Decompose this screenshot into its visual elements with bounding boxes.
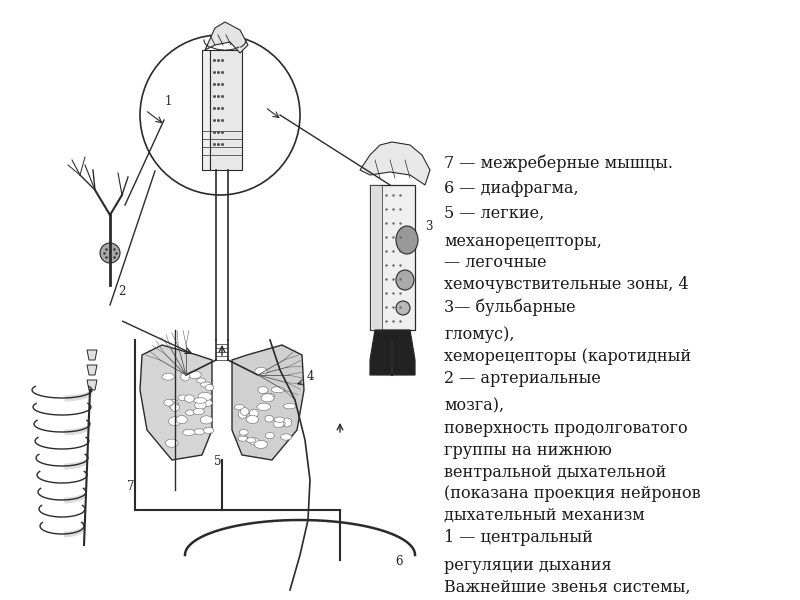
Text: хеморецепторы (каротидный: хеморецепторы (каротидный	[444, 348, 691, 365]
Text: 6 — диафрагма,: 6 — диафрагма,	[444, 180, 578, 197]
Text: мозга),: мозга),	[444, 398, 504, 415]
Ellipse shape	[200, 416, 213, 424]
Ellipse shape	[258, 386, 268, 394]
Text: 1 — центральный: 1 — центральный	[444, 529, 593, 546]
Text: 7: 7	[127, 480, 134, 493]
Ellipse shape	[257, 403, 270, 410]
Text: 5 — легкие,: 5 — легкие,	[444, 205, 544, 221]
Ellipse shape	[250, 438, 259, 445]
Text: дыхательный механизм: дыхательный механизм	[444, 508, 645, 524]
Text: 7 — межреберные мышцы.: 7 — межреберные мышцы.	[444, 155, 673, 172]
Ellipse shape	[238, 436, 248, 441]
Ellipse shape	[271, 387, 285, 392]
Ellipse shape	[206, 385, 214, 391]
Ellipse shape	[198, 392, 212, 401]
Ellipse shape	[239, 430, 248, 435]
Text: вентральной дыхательной: вентральной дыхательной	[444, 464, 666, 481]
Polygon shape	[140, 345, 212, 460]
Polygon shape	[87, 350, 97, 360]
Text: группы на нижнюю: группы на нижнюю	[444, 442, 612, 458]
Ellipse shape	[194, 398, 206, 403]
Polygon shape	[87, 380, 97, 390]
Ellipse shape	[263, 394, 274, 398]
Ellipse shape	[166, 439, 178, 447]
Ellipse shape	[234, 404, 244, 410]
Ellipse shape	[201, 382, 211, 387]
Ellipse shape	[197, 378, 206, 383]
Text: — легочные: — легочные	[444, 254, 546, 271]
Ellipse shape	[254, 440, 268, 448]
Polygon shape	[232, 345, 304, 460]
Ellipse shape	[181, 372, 190, 381]
Ellipse shape	[182, 430, 195, 436]
Ellipse shape	[246, 415, 258, 424]
Text: 2: 2	[118, 285, 126, 298]
Ellipse shape	[176, 416, 187, 424]
Ellipse shape	[199, 399, 212, 407]
Text: механорецепторы,: механорецепторы,	[444, 233, 602, 250]
Text: 1: 1	[165, 95, 172, 108]
Text: 5: 5	[214, 455, 222, 468]
Polygon shape	[360, 142, 430, 185]
Ellipse shape	[396, 301, 410, 315]
Polygon shape	[210, 50, 242, 170]
Ellipse shape	[282, 418, 292, 427]
Polygon shape	[202, 50, 210, 170]
Ellipse shape	[281, 434, 291, 440]
Ellipse shape	[194, 401, 206, 409]
Ellipse shape	[186, 410, 194, 415]
Ellipse shape	[254, 367, 268, 376]
Ellipse shape	[237, 435, 248, 440]
Ellipse shape	[240, 408, 249, 415]
Ellipse shape	[274, 420, 284, 428]
Ellipse shape	[396, 226, 418, 254]
Text: 6: 6	[395, 555, 402, 568]
Ellipse shape	[396, 270, 414, 290]
Text: поверхность продолговатого: поверхность продолговатого	[444, 420, 688, 437]
Polygon shape	[370, 330, 415, 375]
Text: гломус),: гломус),	[444, 326, 514, 343]
Ellipse shape	[169, 417, 181, 425]
Ellipse shape	[261, 394, 274, 402]
Text: (показана проекция нейронов: (показана проекция нейронов	[444, 485, 701, 502]
Polygon shape	[87, 365, 97, 375]
Text: 4: 4	[307, 370, 314, 383]
Ellipse shape	[164, 400, 173, 406]
Text: 3— бульбарные: 3— бульбарные	[444, 298, 576, 316]
Text: 3: 3	[425, 220, 433, 233]
Ellipse shape	[246, 437, 255, 443]
Polygon shape	[205, 22, 248, 53]
Ellipse shape	[274, 421, 285, 427]
Ellipse shape	[250, 409, 258, 418]
Ellipse shape	[185, 395, 194, 403]
Ellipse shape	[170, 404, 179, 412]
Text: хемочувствительные зоны, 4: хемочувствительные зоны, 4	[444, 277, 689, 293]
Ellipse shape	[178, 395, 189, 401]
Polygon shape	[370, 185, 382, 330]
Text: регуляции дыхания: регуляции дыхания	[444, 557, 612, 574]
Ellipse shape	[162, 373, 174, 380]
Ellipse shape	[194, 429, 205, 434]
Ellipse shape	[203, 427, 214, 433]
Ellipse shape	[188, 371, 202, 379]
Ellipse shape	[283, 404, 296, 409]
Ellipse shape	[274, 417, 285, 422]
Polygon shape	[370, 185, 415, 330]
Ellipse shape	[265, 415, 274, 422]
Circle shape	[100, 243, 120, 263]
Ellipse shape	[238, 410, 247, 418]
Text: 2 — артериальные: 2 — артериальные	[444, 370, 601, 387]
Ellipse shape	[193, 409, 205, 415]
Text: Важнейшие звенья системы,: Важнейшие звенья системы,	[444, 579, 690, 596]
Ellipse shape	[169, 402, 178, 410]
Ellipse shape	[266, 433, 274, 439]
Ellipse shape	[168, 400, 178, 408]
